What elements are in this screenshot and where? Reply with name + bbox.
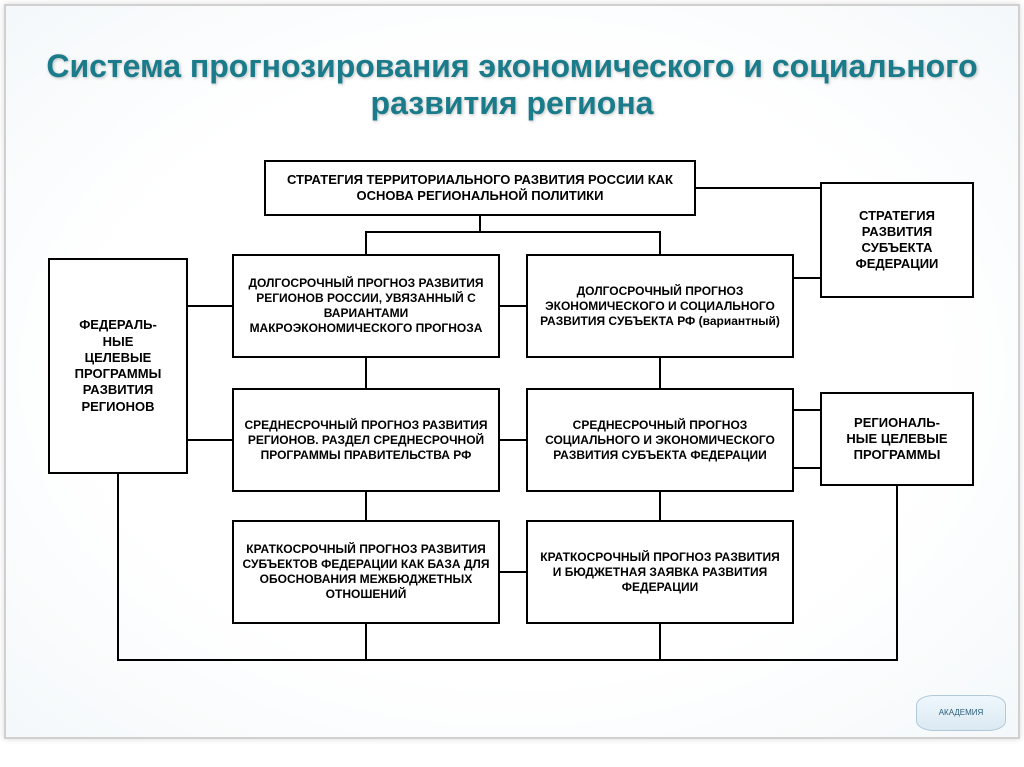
slide-title: Система прогнозирования экономического и…: [0, 48, 1024, 122]
academy-logo: АКАДЕМИЯ: [916, 695, 1006, 731]
box-left: ФЕДЕРАЛЬ- НЫЕ ЦЕЛЕВЫЕ ПРОГРАММЫ РАЗВИТИЯ…: [48, 258, 188, 474]
box-midR2: СРЕДНЕСРОЧНЫЙ ПРОГНОЗ СОЦИАЛЬНОГО И ЭКОН…: [526, 388, 794, 492]
box-midL3: КРАТКОСРОЧНЫЙ ПРОГНОЗ РАЗВИТИЯ СУБЪЕКТОВ…: [232, 520, 500, 624]
box-midL1: ДОЛГОСРОЧНЫЙ ПРОГНОЗ РАЗВИТИЯ РЕГИОНОВ Р…: [232, 254, 500, 358]
box-midR3: КРАТКОСРОЧНЫЙ ПРОГНОЗ РАЗВИТИЯ И БЮДЖЕТН…: [526, 520, 794, 624]
box-midL2: СРЕДНЕСРОЧНЫЙ ПРОГНОЗ РАЗВИТИЯ РЕГИОНОВ.…: [232, 388, 500, 492]
box-top: СТРАТЕГИЯ ТЕРРИТОРИАЛЬНОГО РАЗВИТИЯ РОСС…: [264, 160, 696, 216]
box-midR1: ДОЛГОСРОЧНЫЙ ПРОГНОЗ ЭКОНОМИЧЕСКОГО И СО…: [526, 254, 794, 358]
box-rightMid: РЕГИОНАЛЬ- НЫЕ ЦЕЛЕВЫЕ ПРОГРАММЫ: [820, 392, 974, 486]
box-rightTop: СТРАТЕГИЯ РАЗВИТИЯ СУБЪЕКТА ФЕДЕРАЦИИ: [820, 182, 974, 298]
